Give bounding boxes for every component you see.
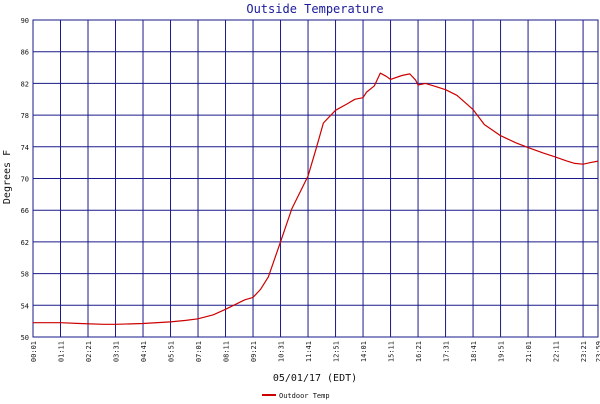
y-tick-label-50: 50 [21, 334, 29, 342]
x-tick-label-1511: 15:11 [388, 341, 396, 362]
y-tick-label-62: 62 [21, 239, 29, 247]
y-tick-label-86: 86 [21, 49, 29, 57]
grid-lines [32, 19, 599, 338]
x-tick-label-1951: 19:51 [498, 341, 506, 362]
legend-label-outdoor-temp: Outdoor Temp [279, 392, 330, 400]
x-tick-label-1841: 18:41 [470, 341, 478, 362]
x-tick-label-0551: 05:51 [168, 341, 176, 362]
x-tick-label-0331: 03:31 [113, 341, 121, 362]
y-tick-label-74: 74 [21, 144, 29, 152]
y-tick-label-58: 58 [21, 271, 29, 279]
x-tick-label-2211: 22:11 [553, 341, 561, 362]
x-tick-label-2321: 23:21 [580, 341, 588, 362]
y-tick-label-54: 54 [21, 302, 29, 310]
chart-title: Outside Temperature [246, 2, 383, 16]
plot-area [33, 72, 599, 325]
x-tick-label-0701: 07:01 [195, 341, 203, 362]
tick-labels: 50 54 58 62 66 70 74 78 82 86 90 00:01 01:11 02:21 03:… [21, 17, 600, 362]
y-axis-label: Degrees F [2, 150, 13, 204]
x-tick-label-1141: 11:41 [305, 341, 313, 362]
y-tick-label-78: 78 [21, 112, 29, 120]
plot-border [32, 19, 599, 338]
x-tick-label-0441: 04:41 [140, 341, 148, 362]
x-tick-label-2101: 21:01 [525, 341, 533, 362]
x-tick-label-1621: 16:21 [415, 341, 423, 362]
x-tick-label-0221: 02:21 [85, 341, 93, 362]
x-tick-label-1031: 10:31 [278, 341, 286, 362]
y-tick-label-70: 70 [21, 176, 29, 184]
y-tick-label-66: 66 [21, 207, 29, 215]
legend: Outdoor Temp [262, 392, 330, 400]
x-tick-label-2359: 23:59 [595, 341, 600, 362]
x-tick-label-0111: 01:11 [58, 341, 66, 362]
x-tick-label-0001: 00:01 [30, 341, 38, 362]
x-tick-label-1731: 17:31 [443, 341, 451, 362]
x-tick-label-1251: 12:51 [333, 341, 341, 362]
x-axis-label: 05/01/17 (EDT) [273, 373, 357, 384]
x-tick-label-1401: 14:01 [360, 341, 368, 362]
y-tick-label-82: 82 [21, 80, 29, 88]
x-tick-label-0811: 08:11 [223, 341, 231, 362]
x-tick-label-0921: 09:21 [250, 341, 258, 362]
y-tick-label-90: 90 [21, 17, 29, 25]
series-line-outdoor-temp [33, 72, 599, 325]
